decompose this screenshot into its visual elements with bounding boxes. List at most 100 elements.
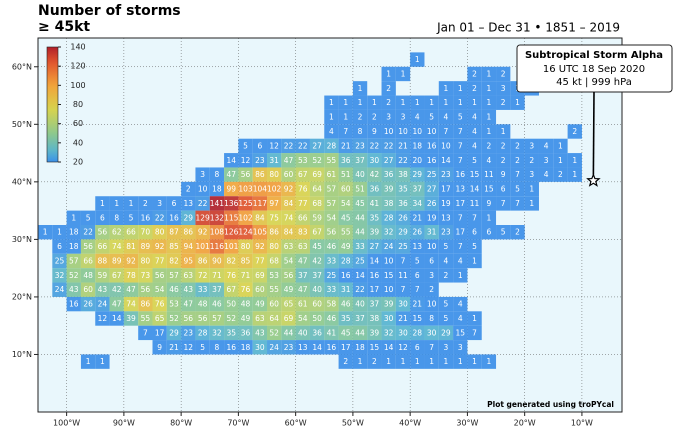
grid-cell	[309, 138, 325, 154]
cell-label: 46	[327, 242, 337, 251]
grid-cell	[538, 153, 554, 168]
grid-cell	[152, 196, 167, 211]
grid-cell	[367, 340, 382, 355]
grid-cell	[367, 268, 382, 283]
grid-cell	[467, 239, 482, 254]
cell-label: 56	[241, 170, 251, 179]
cell-label: 5	[515, 185, 520, 194]
cell-label: 25	[355, 256, 365, 265]
grid-cell	[481, 196, 497, 211]
cell-label: 1	[343, 113, 348, 122]
cell-label: 28	[384, 213, 394, 222]
grid-cell	[410, 52, 425, 67]
grid-cell	[524, 167, 539, 182]
grid-cell	[367, 138, 382, 154]
grid-cell	[324, 325, 339, 341]
cell-label: 10	[384, 285, 394, 294]
cell-label: 44	[284, 328, 294, 337]
grid-cell	[381, 210, 396, 225]
cell-label: 80	[269, 242, 279, 251]
cell-label: 56	[155, 271, 165, 280]
grid-cell	[438, 253, 454, 269]
cell-label: 16	[427, 141, 437, 150]
cell-label: 22	[398, 156, 408, 165]
grid-cell	[181, 239, 196, 254]
grid-cell	[410, 138, 425, 154]
cell-label: 38	[398, 170, 408, 179]
cell-label: 27	[312, 141, 322, 150]
cell-label: 4	[472, 141, 477, 150]
cell-label: 1	[415, 55, 420, 64]
cell-label: 12	[184, 343, 194, 352]
grid-cell	[367, 325, 382, 341]
cell-label: 22	[284, 141, 294, 150]
cell-label: 16	[226, 343, 236, 352]
grid-cell	[109, 225, 124, 240]
annotation-text: 45 kt | 999 hPa	[556, 77, 632, 88]
grid-cell	[338, 196, 353, 211]
grid-cell	[453, 225, 468, 240]
grid-cell	[424, 225, 439, 240]
grid-cell	[267, 225, 282, 240]
cell-label: 5	[444, 300, 449, 309]
grid-cell	[181, 268, 196, 283]
grid-cell	[224, 153, 239, 168]
grid-cell	[510, 95, 525, 110]
grid-cell	[238, 311, 253, 326]
grid-cell	[66, 296, 81, 312]
cell-label: 22	[370, 141, 380, 150]
grid-cell	[252, 311, 268, 326]
cell-label: 87	[169, 228, 179, 237]
cell-label: 12	[98, 314, 108, 323]
cell-label: 26	[398, 213, 408, 222]
grid-cell	[123, 239, 139, 254]
grid-cell	[338, 354, 353, 369]
cell-label: 6	[257, 141, 262, 150]
grid-cell	[52, 225, 67, 240]
cell-label: 29	[184, 213, 194, 222]
grid-cell	[324, 340, 339, 355]
grid-cell	[338, 153, 353, 168]
grid-cell	[181, 311, 196, 326]
cell-label: 38	[384, 199, 394, 208]
grid-cell	[181, 225, 196, 240]
cell-label: 30	[384, 314, 394, 323]
cell-label: 3	[200, 170, 205, 179]
cell-label: 85	[241, 256, 251, 265]
cell-label: 25	[427, 170, 437, 179]
cell-label: 2	[558, 170, 563, 179]
cell-label: 13	[413, 242, 423, 251]
cell-label: 4	[544, 141, 549, 150]
grid-cell	[152, 325, 167, 341]
cell-label: 49	[284, 285, 294, 294]
grid-cell	[66, 268, 81, 283]
grid-cell	[395, 109, 411, 125]
grid-cell	[267, 196, 282, 211]
cell-label: 104	[253, 185, 268, 194]
x-tick-label: 60°W	[285, 419, 307, 428]
cell-label: 94	[184, 242, 194, 251]
grid-cell	[410, 95, 425, 110]
cell-label: 82	[226, 256, 236, 265]
grid-cell	[467, 153, 482, 168]
grid-cell	[195, 196, 210, 211]
cell-label: 1	[386, 357, 391, 366]
cell-label: 1	[558, 156, 563, 165]
cell-label: 1	[472, 357, 477, 366]
grid-cell	[338, 210, 353, 225]
grid-cell	[209, 311, 225, 326]
grid-cell	[395, 196, 411, 211]
cell-label: 47	[184, 300, 194, 309]
cell-label: 74	[284, 213, 294, 222]
cell-label: 55	[141, 314, 151, 323]
grid-cell	[395, 95, 411, 110]
grid-cell	[352, 138, 368, 154]
grid-cell	[381, 181, 396, 197]
grid-cell	[481, 81, 497, 96]
grid-cell	[481, 109, 497, 125]
grid-cell	[381, 354, 396, 369]
cell-label: 1	[486, 357, 491, 366]
grid-cell	[309, 167, 325, 182]
cell-label: 4	[458, 314, 463, 323]
